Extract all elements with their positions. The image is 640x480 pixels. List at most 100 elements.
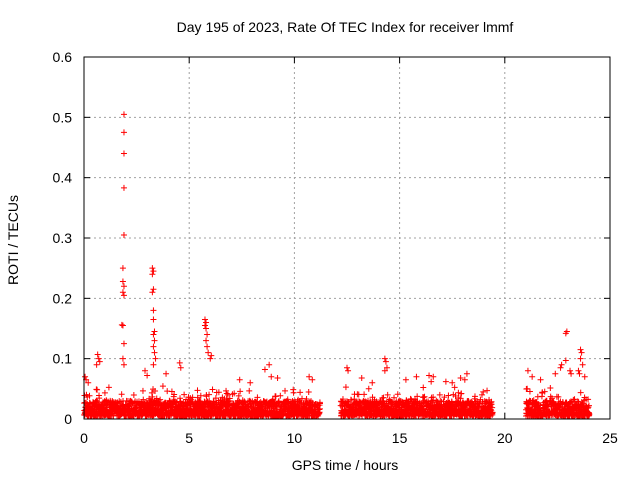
baseline-point [101,389,108,396]
baseline-point [139,387,146,394]
chart-title: Day 195 of 2023, Rate Of TEC Index for r… [177,19,514,35]
data-point [163,370,170,377]
data-point [413,373,420,380]
data-point [150,331,157,338]
data-point [120,184,127,191]
baseline-point [348,397,355,404]
data-point [577,346,584,353]
y-tick-label: 0.2 [53,290,73,306]
baseline-point [480,388,487,395]
data-point [578,349,585,356]
baseline-point [118,391,125,398]
data-point [177,364,184,371]
data-point [118,321,125,328]
data-point [204,331,211,338]
data-point [150,286,157,293]
data-point [207,355,214,362]
data-point [567,367,574,374]
data-point [529,373,536,380]
data-point [203,325,210,332]
baseline-point [168,388,175,395]
y-tick-label: 0.1 [53,351,73,367]
data-point [552,370,559,377]
baseline-point [235,392,242,399]
data-point [203,319,210,326]
y-tick-label: 0.3 [53,230,73,246]
baseline-point [297,389,304,396]
data-point [208,352,215,359]
data-point [151,328,158,335]
data-point [120,129,127,136]
data-point [149,265,156,272]
data-point [576,370,583,377]
data-point [463,370,470,377]
data-point [579,361,586,368]
data-point [96,358,103,365]
baseline-point [206,391,213,398]
baseline-point [275,398,282,405]
baseline-point [237,388,244,395]
y-tick-label: 0.4 [53,170,73,186]
baseline-point [149,393,156,400]
baseline-point [365,385,372,392]
data-point [369,379,376,386]
baseline-point [342,384,349,391]
baseline-point [194,387,201,394]
data-point [344,364,350,371]
data-point [568,370,575,377]
baseline-point [86,392,93,399]
baseline-point [339,396,346,403]
data-point [381,355,388,362]
baseline-point [231,390,238,397]
baseline-point [380,394,387,401]
data-point [426,372,433,379]
axis-ticks: 0 5 10 15 20 25 0 0.1 0.2 0.3 0.4 0.5 0.6 [53,49,618,446]
data-point [120,231,127,238]
data-point [205,349,212,356]
baseline-point [152,388,159,395]
baseline-point [524,385,531,392]
data-point [309,376,316,383]
baseline-point [290,389,297,396]
data-point [201,316,208,323]
data-point [119,289,126,296]
baseline-point [277,392,284,399]
baseline-point [254,394,261,401]
data-point [150,307,157,314]
x-tick-label: 0 [80,430,88,446]
baseline-point [484,387,491,394]
baseline-point [272,393,279,400]
baseline-point [305,388,312,395]
data-point [558,361,565,368]
data-point [93,361,100,368]
y-tick-label: 0.5 [53,109,73,125]
data-point [150,268,157,275]
data-point [119,322,126,329]
baseline-point [577,389,584,396]
data-point [274,374,281,381]
data-point [150,343,157,350]
data-point [268,373,275,380]
baseline-point [223,387,230,394]
data-point [120,150,127,157]
baseline-point [181,391,188,398]
data-point [149,271,156,278]
data-point [152,355,159,362]
data-point [95,355,102,362]
data-point [266,361,273,368]
x-tick-label: 25 [602,430,618,446]
baseline-point [478,391,485,398]
data-point [236,376,243,383]
data-point [176,359,183,366]
y-tick-label: 0 [64,411,72,427]
plot-frame [83,56,611,420]
data-point [524,367,531,374]
baseline-point [130,391,137,398]
data-point [382,358,389,365]
baseline-point [224,391,231,398]
baseline-point [197,392,204,399]
x-axis-label: GPS time / hours [292,457,399,473]
baseline-point [316,400,323,407]
y-axis-label: ROTI / TECUs [5,195,21,285]
